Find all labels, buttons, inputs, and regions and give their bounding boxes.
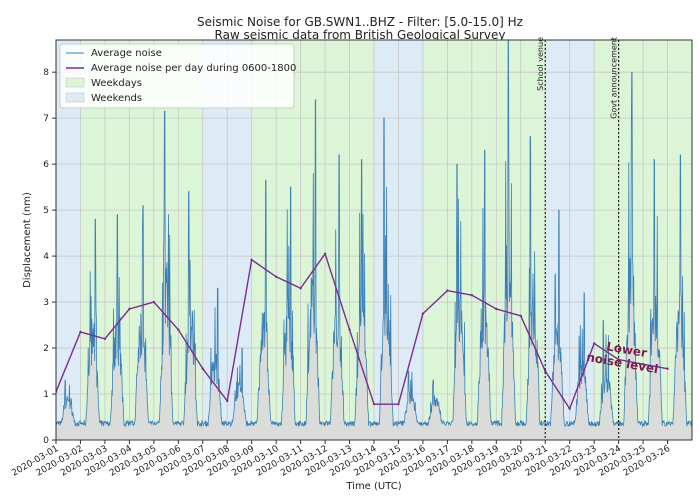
daily-average-point: [250, 258, 253, 261]
y-tick-label: 3: [43, 298, 49, 308]
y-tick-label: 2: [43, 344, 49, 354]
daily-average-point: [519, 314, 522, 318]
y-tick-label: 5: [43, 206, 49, 216]
y-tick-label: 6: [43, 160, 49, 170]
daily-average-point: [470, 293, 474, 297]
average-noise-series: [56, 40, 692, 440]
daily-average-point: [544, 369, 547, 373]
daily-average-point: [446, 289, 449, 292]
daily-average-point: [201, 367, 204, 370]
legend-patch-swatch: [65, 92, 85, 103]
x-axis-ticks: 2020-03-012020-03-022020-03-032020-03-04…: [10, 440, 672, 479]
y-tick-label: 8: [43, 68, 49, 78]
y-tick-label: 1: [43, 390, 49, 400]
daily-average-point: [397, 402, 400, 406]
legend-patch-swatch: [65, 77, 85, 88]
chart-title: Seismic Noise for GB.SWN1..BHZ - Filter:…: [197, 15, 523, 29]
daily-average-line: [56, 252, 668, 411]
daily-average-point: [495, 307, 498, 311]
daily-average-point: [226, 399, 229, 403]
event-markers: School venue Govt announcement: [536, 37, 620, 440]
legend-label: Weekdays: [91, 78, 142, 89]
y-axis-label: Displacement (nm): [22, 192, 33, 288]
daily-average-point: [421, 312, 425, 315]
legend-label: Weekends: [91, 93, 142, 104]
daily-average-point: [568, 407, 571, 410]
daily-average-point: [299, 287, 302, 290]
y-tick-label: 7: [43, 114, 49, 124]
daily-average-point: [274, 275, 278, 278]
daily-average-point: [323, 252, 327, 255]
y-axis-ticks: 0 1 2 3 4 5 6 7 8: [43, 68, 56, 446]
daily-average-point: [348, 328, 351, 331]
daily-average-point: [103, 337, 107, 341]
event-label: Govt announcement: [610, 37, 619, 119]
daily-average-point: [666, 367, 669, 370]
legend: Average noise Average noise per day durin…: [59, 43, 296, 109]
legend-label: Average noise per day during 0600-1800: [91, 63, 296, 74]
event-label: School venue: [536, 37, 545, 91]
legend-label: Average noise: [91, 48, 162, 59]
chart-subtitle: Raw seismic data from British Geological…: [215, 28, 506, 42]
daily-average-point: [641, 362, 645, 366]
y-tick-label: 0: [43, 436, 49, 446]
daily-average-point: [592, 342, 596, 345]
daily-average-point: [128, 307, 131, 311]
daily-average-point: [177, 328, 180, 331]
x-axis-label: Time (UTC): [345, 481, 401, 492]
daily-average-series: [56, 252, 669, 411]
daily-average-point: [372, 402, 376, 406]
daily-average-point: [79, 330, 82, 334]
daily-average-point: [152, 300, 156, 304]
y-tick-label: 4: [43, 252, 49, 262]
legend-box: [59, 43, 295, 109]
noise-line: [56, 40, 692, 428]
